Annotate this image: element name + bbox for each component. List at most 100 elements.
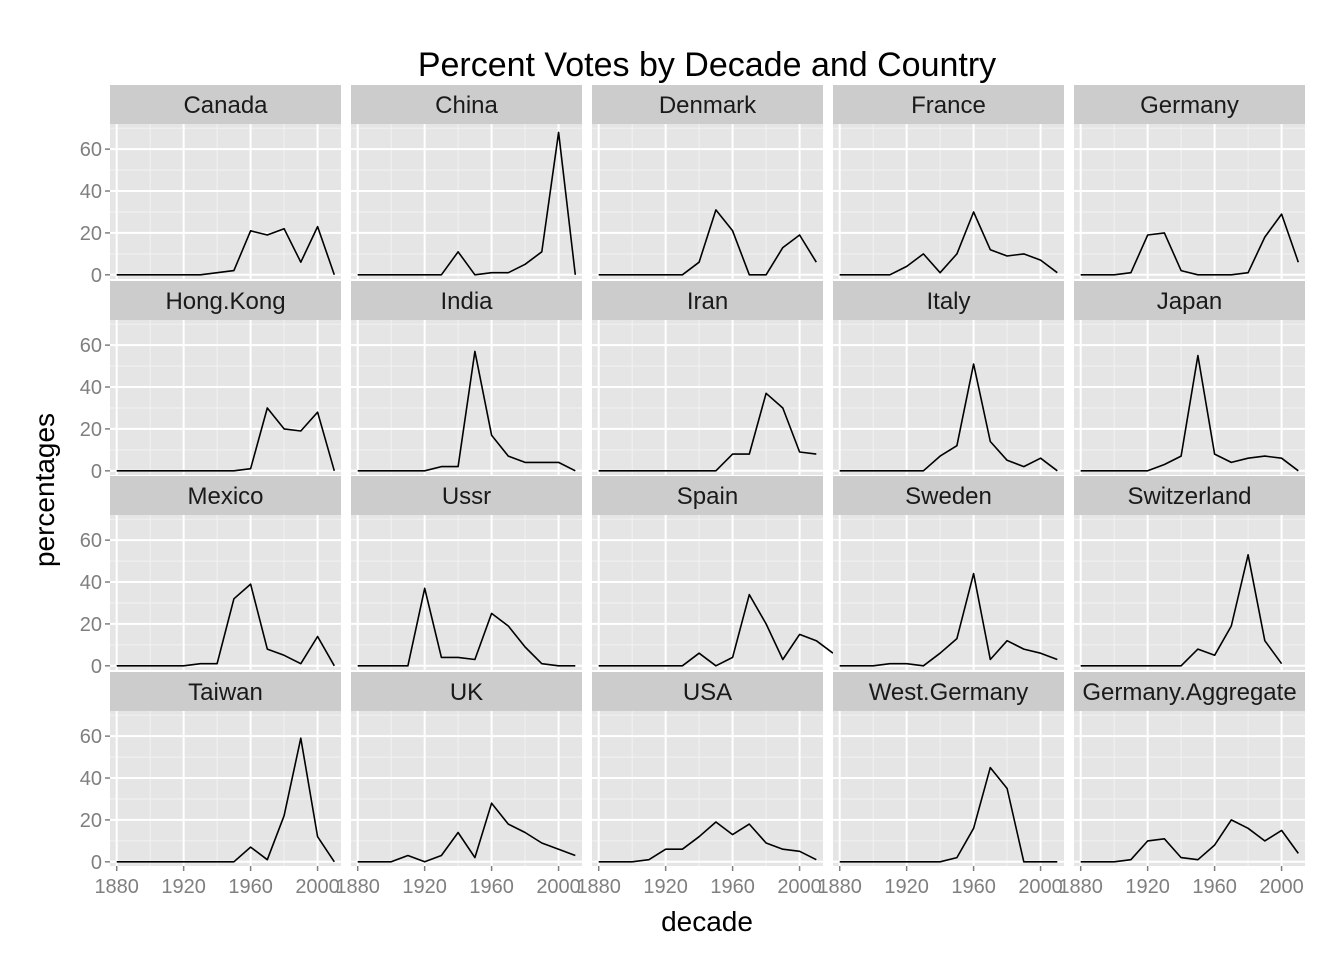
facet-panel: Iran (592, 281, 823, 475)
y-axis-title: percentages (29, 413, 60, 567)
panel-background (110, 515, 341, 670)
x-tick-label: 2000 (1259, 876, 1304, 898)
x-tick-label: 1880 (1058, 876, 1103, 898)
y-tick-label: 0 (91, 265, 102, 287)
panel-background (351, 124, 582, 279)
facet-panel: Mexico (110, 476, 341, 670)
x-tick-label: 1880 (335, 876, 380, 898)
chart-title: Percent Votes by Decade and Country (418, 46, 996, 84)
x-tick-label: 1880 (576, 876, 621, 898)
facet-label: Japan (1157, 288, 1222, 315)
panel-background (592, 124, 823, 279)
panel-background (110, 320, 341, 475)
x-tick-label: 1960 (951, 876, 996, 898)
x-tick-label: 2000 (777, 876, 822, 898)
y-tick-label: 0 (91, 852, 102, 874)
y-tick-label: 40 (80, 768, 102, 790)
facet-label: China (435, 92, 498, 119)
y-tick-label: 20 (80, 810, 102, 832)
y-tick-label: 60 (80, 530, 102, 552)
x-tick-label: 1880 (94, 876, 139, 898)
y-tick-label: 20 (80, 419, 102, 441)
y-tick-label: 0 (91, 656, 102, 678)
facet-label: Taiwan (188, 679, 263, 706)
panel-background (592, 320, 823, 475)
facet-label: Germany (1140, 92, 1239, 119)
y-tick-label: 20 (80, 614, 102, 636)
x-tick-label: 1880 (817, 876, 862, 898)
x-tick-label: 1960 (710, 876, 755, 898)
panel-background (110, 124, 341, 279)
panel-background (1074, 124, 1305, 279)
y-axis-ticks: 0 20 40 60 0 20 40 60 0 20 40 60 0 20 40 60 (80, 139, 110, 874)
y-tick-label: 60 (80, 726, 102, 748)
x-tick-label: 1920 (643, 876, 688, 898)
facet-panel: Germany.Aggregate (1074, 672, 1305, 866)
facet-panel: Denmark (592, 85, 823, 279)
facet-label: West.Germany (869, 679, 1029, 706)
y-tick-label: 60 (80, 139, 102, 161)
x-tick-label: 2000 (295, 876, 340, 898)
x-tick-label: 1960 (1192, 876, 1237, 898)
facet-label: UK (450, 679, 483, 706)
facet-label: Mexico (187, 483, 263, 510)
panel-background (833, 711, 1064, 866)
panel-background (351, 711, 582, 866)
facet-label: Ussr (442, 483, 491, 510)
panel-background (1074, 320, 1305, 475)
facet-panel: Japan (1074, 281, 1305, 475)
facet-panel: China (351, 85, 582, 279)
facet-label: Iran (687, 288, 728, 315)
y-tick-label: 60 (80, 335, 102, 357)
facet-panel: West.Germany (833, 672, 1064, 866)
panel-background (1074, 711, 1305, 866)
facet-grid: Canada China Denmark France Germany Hong.Kong… (110, 85, 1305, 866)
facet-label: Denmark (659, 92, 757, 119)
facet-label: Italy (926, 288, 970, 315)
facet-label: France (911, 92, 986, 119)
panel-background (351, 320, 582, 475)
x-tick-label: 1960 (469, 876, 514, 898)
facet-label: Sweden (905, 483, 992, 510)
x-tick-label: 1920 (161, 876, 206, 898)
x-tick-label: 1920 (402, 876, 447, 898)
facet-panel: Taiwan (110, 672, 341, 866)
x-tick-label: 1960 (228, 876, 273, 898)
facet-panel: France (833, 85, 1064, 279)
facet-panel: India (351, 281, 582, 475)
x-tick-label: 1920 (1125, 876, 1170, 898)
x-axis-title: decade (661, 906, 753, 937)
facet-label: Germany.Aggregate (1082, 679, 1296, 706)
panel-background (110, 711, 341, 866)
facet-label: Canada (183, 92, 268, 119)
y-tick-label: 20 (80, 223, 102, 245)
y-tick-label: 40 (80, 181, 102, 203)
facet-label: Spain (677, 483, 738, 510)
facet-panel: Germany (1074, 85, 1305, 279)
facet-label: USA (683, 679, 732, 706)
panel-background (1074, 515, 1305, 670)
panel-background (592, 711, 823, 866)
facet-label: Switzerland (1127, 483, 1251, 510)
facet-panel: Italy (833, 281, 1064, 475)
facet-panel: Spain (592, 476, 833, 670)
facet-panel: Canada (110, 85, 341, 279)
facet-panel: UK (351, 672, 582, 866)
facet-panel: Sweden (833, 476, 1064, 670)
facet-panel: USA (592, 672, 823, 866)
facet-panel: Hong.Kong (110, 281, 341, 475)
facet-label: India (440, 288, 493, 315)
facet-panel: Switzerland (1074, 476, 1305, 670)
y-tick-label: 0 (91, 461, 102, 483)
panel-background (351, 515, 582, 670)
x-tick-label: 1920 (884, 876, 929, 898)
facet-label: Hong.Kong (165, 288, 285, 315)
facet-panel: Ussr (351, 476, 582, 670)
y-tick-label: 40 (80, 377, 102, 399)
x-tick-label: 2000 (536, 876, 581, 898)
panel-background (592, 515, 823, 670)
x-tick-label: 2000 (1018, 876, 1063, 898)
y-tick-label: 40 (80, 572, 102, 594)
